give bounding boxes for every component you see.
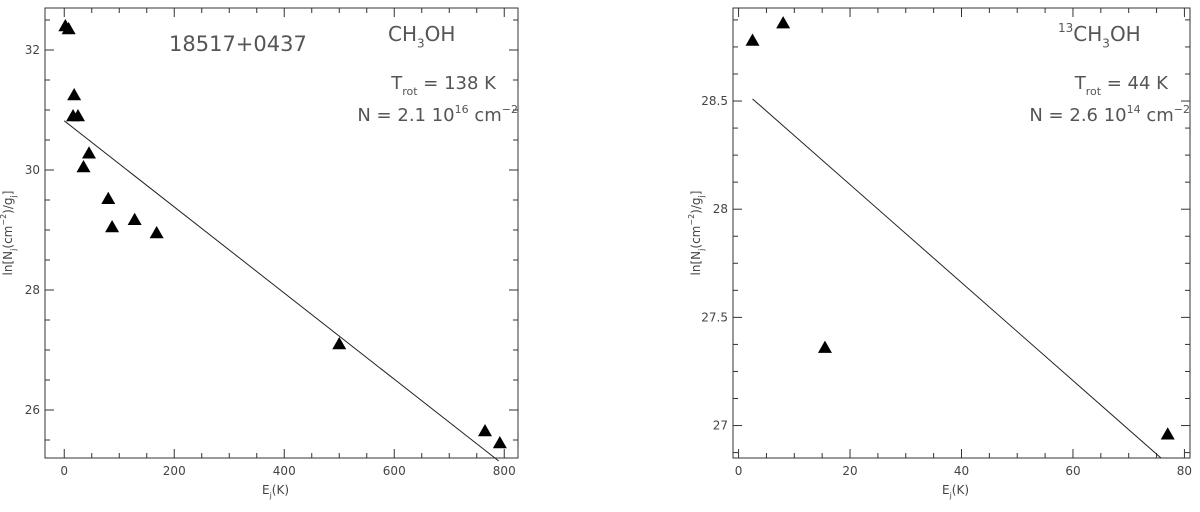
data-point (105, 220, 120, 233)
data-point (101, 191, 116, 205)
trot-label: Trot = 138 K (390, 73, 497, 98)
y-tick-label: 28 (713, 202, 728, 216)
x-tick-label: 600 (383, 464, 406, 478)
data-point (67, 88, 82, 101)
fit-line (752, 98, 1162, 459)
y-tick-label: 26 (25, 403, 40, 417)
x-tick-label: 20 (842, 464, 857, 478)
molecule-label: CH3OH (388, 22, 455, 50)
data-point (149, 226, 164, 239)
y-axis-label: ln[Nj(cm−2)/gj] (0, 191, 18, 276)
data-point (492, 436, 507, 449)
x-tick-label: 200 (163, 464, 186, 478)
y-tick-label: 30 (25, 163, 40, 177)
column-density-label: N = 2.1 1016 cm−2 (357, 103, 518, 126)
source-label: 18517+0437 (169, 32, 307, 56)
x-tick-label: 0 (60, 464, 68, 478)
y-tick-label: 28 (25, 283, 40, 297)
data-point (817, 340, 832, 353)
chart-panel-left: 0 200 400 600 800 26 28 30 32 Ej(K) ln[Nj(cm−2)/gj… (0, 7, 519, 500)
data-point (332, 337, 347, 350)
data-point (478, 424, 492, 437)
y-axis-label: ln[Nj(cm−2)/gj] (687, 191, 706, 276)
trot-label: Trot = 44 K (1074, 73, 1169, 98)
data-point (61, 22, 76, 35)
data-point (776, 16, 791, 29)
x-tick-label: 60 (1065, 464, 1080, 478)
fit-line (63, 120, 500, 462)
x-tick-label: 40 (954, 464, 969, 478)
molecule-label: 13CH3OH (1058, 21, 1141, 50)
y-tick-label: 32 (25, 43, 40, 57)
x-tick-label: 400 (273, 464, 296, 478)
data-point (71, 109, 85, 122)
y-tick-label: 27 (713, 419, 728, 433)
plot-frame (44, 7, 519, 459)
data-point (82, 146, 96, 159)
column-density-label: N = 2.6 1014 cm−2 (1029, 103, 1190, 126)
x-tick-label: 800 (493, 464, 516, 478)
x-tick-label: 0 (735, 464, 743, 478)
x-tick-label: 80 (1177, 464, 1192, 478)
chart-panel-right: 0 20 40 60 80 27 27.5 28 28.5 Ej(K) ln[Nj(cm−2)/gj… (687, 7, 1192, 500)
data-point (1160, 427, 1175, 440)
y-tick-label: 27.5 (701, 310, 728, 324)
data-point (76, 160, 91, 173)
x-axis-label: Ej(K) (942, 483, 969, 500)
x-axis-label: Ej(K) (262, 483, 289, 500)
data-point (127, 212, 142, 226)
data-point (745, 33, 760, 46)
y-tick-label: 28.5 (701, 94, 728, 108)
